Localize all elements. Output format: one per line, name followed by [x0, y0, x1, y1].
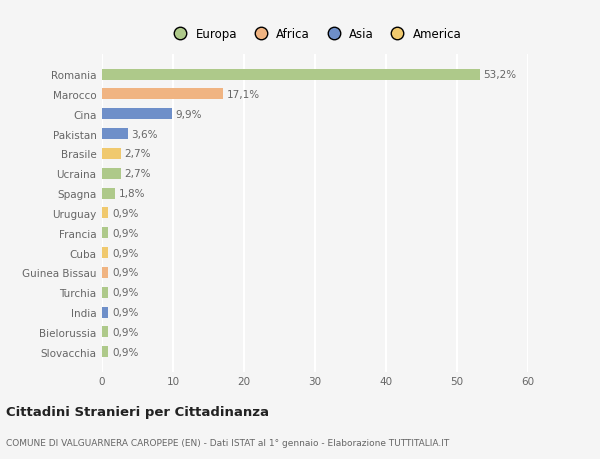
Text: 0,9%: 0,9% — [112, 268, 139, 278]
Text: 0,9%: 0,9% — [112, 288, 139, 297]
Text: 1,8%: 1,8% — [118, 189, 145, 199]
Bar — [102, 109, 172, 120]
Bar — [102, 347, 109, 358]
Bar — [102, 168, 121, 179]
Bar — [102, 129, 128, 140]
Text: COMUNE DI VALGUARNERA CAROPEPE (EN) - Dati ISTAT al 1° gennaio - Elaborazione TU: COMUNE DI VALGUARNERA CAROPEPE (EN) - Da… — [6, 438, 449, 447]
Bar — [102, 188, 115, 199]
Bar — [102, 228, 109, 239]
Text: 2,7%: 2,7% — [125, 149, 151, 159]
Text: 0,9%: 0,9% — [112, 228, 139, 238]
Text: 0,9%: 0,9% — [112, 327, 139, 337]
Bar — [102, 327, 109, 338]
Bar — [102, 287, 109, 298]
Legend: Europa, Africa, Asia, America: Europa, Africa, Asia, America — [164, 23, 466, 45]
Bar — [102, 267, 109, 278]
Text: 0,9%: 0,9% — [112, 347, 139, 357]
Bar — [102, 247, 109, 258]
Text: 9,9%: 9,9% — [176, 110, 202, 119]
Text: 3,6%: 3,6% — [131, 129, 158, 139]
Bar — [102, 149, 121, 160]
Bar — [102, 69, 480, 80]
Bar — [102, 208, 109, 219]
Bar — [102, 307, 109, 318]
Text: 0,9%: 0,9% — [112, 248, 139, 258]
Text: 17,1%: 17,1% — [227, 90, 260, 100]
Text: 2,7%: 2,7% — [125, 169, 151, 179]
Text: Cittadini Stranieri per Cittadinanza: Cittadini Stranieri per Cittadinanza — [6, 405, 269, 419]
Text: 0,9%: 0,9% — [112, 308, 139, 317]
Text: 53,2%: 53,2% — [483, 70, 517, 80]
Text: 0,9%: 0,9% — [112, 208, 139, 218]
Bar — [102, 89, 223, 100]
